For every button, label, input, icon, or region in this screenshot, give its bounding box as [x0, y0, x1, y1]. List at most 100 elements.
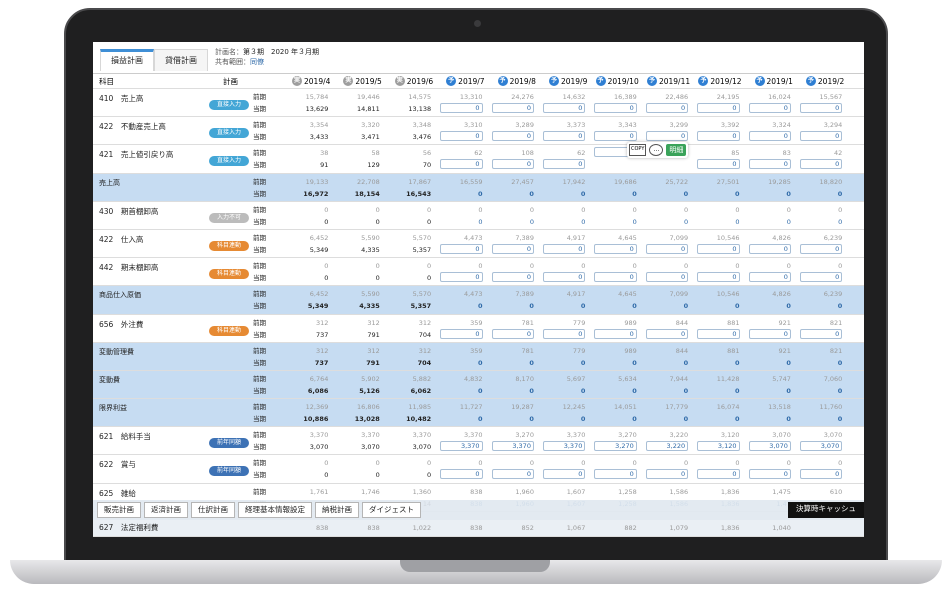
month-header[interactable]: 予 2019/7 — [435, 76, 486, 86]
bottom-toolbar: 販売計画 返済計画 仕訳計画 経理基本情報設定 納税計画 ダイジェスト 決算時キャッシュ — [93, 500, 864, 520]
settlement-cash-button[interactable]: 決算時キャッシュ — [788, 502, 864, 518]
value-input[interactable]: 0 — [440, 469, 483, 480]
month-header[interactable]: 実 2019/4 — [281, 76, 332, 86]
plan-method-tag[interactable]: 科目連動 — [209, 325, 249, 336]
plan-method-tag[interactable]: 前年同額 — [209, 466, 249, 477]
value-input[interactable]: 0 — [491, 328, 534, 339]
value-input[interactable]: 0 — [645, 103, 689, 113]
month-cell: 16,024 0 — [744, 89, 795, 116]
value-input[interactable]: 3,270 — [594, 441, 637, 452]
value-input[interactable]: 0 — [594, 469, 637, 480]
value-input[interactable]: 0 — [440, 159, 483, 170]
plan-method-tag[interactable]: 科目連動 — [209, 269, 249, 280]
value-input[interactable]: 0 — [645, 328, 689, 339]
value-input[interactable]: 0 — [440, 131, 483, 142]
value-input[interactable]: 0 — [748, 131, 791, 142]
month-header[interactable]: 予 2019/12 — [692, 76, 743, 86]
value-input[interactable]: 0 — [491, 272, 534, 283]
month-header[interactable]: 予 2019/2 — [795, 76, 846, 86]
value-input[interactable]: 0 — [440, 272, 483, 283]
value-input[interactable]: 0 — [645, 131, 689, 142]
value-input[interactable]: 3,070 — [799, 441, 843, 452]
value-input[interactable]: 0 — [594, 328, 637, 339]
value-input[interactable]: 0 — [645, 272, 689, 283]
detail-button[interactable]: 明細 — [666, 144, 687, 156]
value-input[interactable]: 0 — [440, 328, 483, 339]
value-input[interactable]: 0 — [697, 272, 740, 283]
value-input[interactable]: 0 — [697, 328, 740, 339]
value-input[interactable]: 3,120 — [697, 441, 740, 452]
value-input[interactable]: 0 — [799, 103, 843, 113]
value-input[interactable]: 0 — [748, 272, 791, 283]
value-input[interactable]: 0 — [542, 328, 586, 339]
value-input[interactable]: 0 — [697, 131, 740, 142]
value-input[interactable]: 0 — [697, 243, 740, 254]
value-input[interactable]: 0 — [542, 272, 586, 283]
value-input[interactable]: 0 — [697, 469, 740, 480]
value-input[interactable]: 0 — [491, 469, 534, 480]
month-header[interactable]: 予 2019/9 — [538, 76, 589, 86]
value-input[interactable]: 3,070 — [748, 441, 791, 452]
plan-method-tag[interactable]: 直接入力 — [209, 128, 249, 139]
value-input[interactable]: 0 — [542, 243, 586, 254]
value-input[interactable]: 0 — [440, 103, 483, 113]
digest-button[interactable]: ダイジェスト — [362, 502, 421, 518]
value-input[interactable]: 0 — [748, 159, 791, 170]
value-input[interactable]: 3,370 — [491, 441, 534, 452]
value-input[interactable]: 0 — [491, 159, 534, 170]
month-header[interactable]: 予 2019/10 — [589, 76, 640, 86]
month-header[interactable]: 実 2019/6 — [384, 76, 435, 86]
accounting-settings-button[interactable]: 経理基本情報設定 — [238, 502, 312, 518]
value-input[interactable]: 0 — [542, 131, 586, 142]
plan-method-tag[interactable]: 科目連動 — [209, 240, 249, 251]
value-input[interactable]: 3,370 — [542, 441, 586, 452]
sales-plan-button[interactable]: 販売計画 — [97, 502, 141, 518]
value-input[interactable]: 0 — [697, 159, 740, 170]
plan-method-tag[interactable]: 直接入力 — [209, 156, 249, 167]
plan-method-tag[interactable]: 直接入力 — [209, 100, 249, 110]
value-input[interactable]: 3,220 — [645, 441, 689, 452]
value-input[interactable]: 0 — [594, 272, 637, 283]
value-input[interactable]: 0 — [645, 243, 689, 254]
value-input[interactable]: 0 — [748, 328, 791, 339]
journal-plan-button[interactable]: 仕訳計画 — [191, 502, 235, 518]
curr-value: 0 — [581, 217, 586, 226]
plan-method-tag[interactable]: 前年同額 — [209, 438, 249, 449]
tab-balance-sheet[interactable]: 貸借計画 — [154, 49, 208, 71]
value-input[interactable]: 0 — [542, 469, 586, 480]
plan-method-tag[interactable]: 入力不可 — [209, 212, 249, 223]
value-input[interactable]: 0 — [542, 159, 586, 170]
comment-icon[interactable]: … — [649, 144, 664, 156]
month-header[interactable]: 予 2019/1 — [744, 76, 795, 86]
value-input[interactable]: 0 — [697, 103, 740, 113]
month-header[interactable]: 予 2019/11 — [641, 76, 692, 86]
value-input[interactable]: 0 — [799, 272, 843, 283]
value-input[interactable]: 0 — [542, 103, 586, 113]
value-input[interactable]: 0 — [799, 159, 843, 170]
value-input[interactable]: 3,370 — [440, 441, 483, 452]
value-input[interactable]: 0 — [594, 131, 637, 142]
value-input[interactable]: 0 — [491, 131, 534, 142]
value-input[interactable]: 0 — [799, 328, 843, 339]
repayment-plan-button[interactable]: 返済計画 — [144, 502, 188, 518]
value-input[interactable]: 0 — [440, 243, 483, 254]
copy-icon[interactable]: COPY — [629, 144, 647, 156]
value-input[interactable]: 0 — [645, 469, 689, 480]
value-input[interactable]: 0 — [594, 103, 637, 113]
month-header[interactable]: 実 2019/5 — [332, 76, 383, 86]
prev-value: 312 — [418, 318, 432, 327]
tax-plan-button[interactable]: 納税計画 — [315, 502, 359, 518]
value-input[interactable]: 0 — [491, 243, 534, 254]
value-input[interactable]: 0 — [748, 469, 791, 480]
prev-value: 1,761 — [309, 487, 329, 496]
tab-profit-loss[interactable]: 損益計画 — [100, 49, 154, 71]
value-input[interactable]: 0 — [748, 103, 791, 113]
value-input[interactable]: 0 — [799, 469, 843, 480]
value-input[interactable]: 0 — [799, 131, 843, 142]
value-input[interactable]: 0 — [799, 243, 843, 254]
month-header[interactable]: 予 2019/8 — [487, 76, 538, 86]
value-input[interactable]: 0 — [491, 103, 534, 113]
value-input[interactable]: 0 — [594, 243, 637, 254]
value-input[interactable]: 0 — [748, 243, 791, 254]
